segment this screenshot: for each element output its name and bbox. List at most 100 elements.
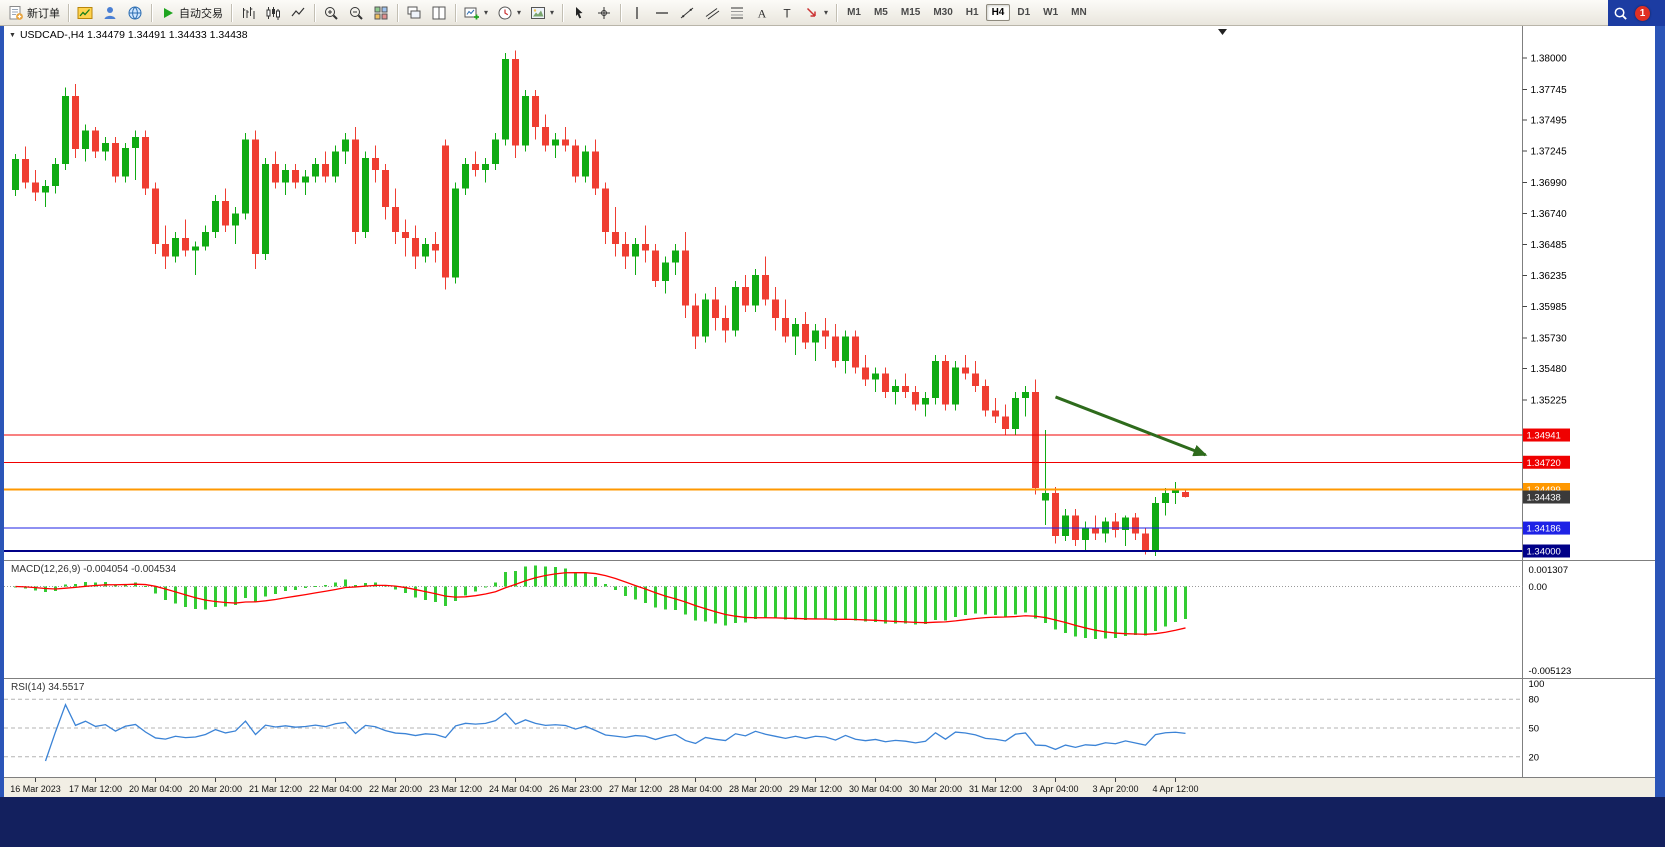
horizontal-price-lines[interactable] [4,434,1523,552]
price-scale[interactable]: 1.38000 1.37745 1.37495 1.37245 1.36990 1.367… [1522,54,1571,558]
zoom-in-button[interactable] [319,2,343,24]
candle-body [1122,517,1129,531]
candle-body [582,151,589,177]
macd-scale-label: 0.001307 [1529,565,1569,576]
timeframe-h4-button[interactable]: H4 [985,4,1011,21]
cursor-button[interactable] [567,2,591,24]
candle-body [72,96,79,150]
periods-button[interactable]: ▾ [493,2,525,24]
split-windows-button[interactable] [427,2,451,24]
arrows-button[interactable]: ▾ [800,2,832,24]
time-axis[interactable]: 16 Mar 2023 17 Mar 12:00 20 Mar 04:00 20 Ma… [10,778,1199,794]
price-label-box [1523,428,1570,442]
candle-body [992,410,999,417]
hline-icon [654,5,670,21]
candle-body [962,367,969,374]
candle-body [352,139,359,232]
dropdown-caret-icon: ▾ [824,8,829,17]
price-tick-label: 1.38000 [1531,54,1568,65]
time-axis-label: 22 Mar 04:00 [309,784,362,794]
time-axis-strip[interactable] [4,778,1655,797]
fibonacci-button[interactable] [725,2,749,24]
bar-chart-button[interactable] [236,2,260,24]
candle-body [712,299,719,319]
candle-body [1142,533,1149,553]
navigator-icon [127,5,143,21]
candle-body [462,163,469,189]
zoom-out-button[interactable] [344,2,368,24]
candle-body [862,367,869,380]
candle-body [892,385,899,393]
scroll-to-end-icon[interactable] [1218,29,1227,35]
candle-body [742,287,749,306]
wincascade-icon [406,5,422,21]
macd-signal-line [15,571,1186,635]
candle-body [332,151,339,177]
candle-body [662,262,669,282]
trend-icon [679,5,695,21]
candle-body [432,244,439,251]
candle-body [22,159,29,183]
chart-title: ▼ USDCAD-,H4 1.34479 1.34491 1.34433 1.3… [9,29,248,41]
search-icon[interactable] [1613,6,1628,21]
line-chart-button[interactable] [286,2,310,24]
trend-arrow[interactable] [1054,395,1208,457]
candle-body [762,274,769,300]
candle-body [532,96,539,128]
candle-body [912,392,919,405]
timeframe-m5-button[interactable]: M5 [873,7,888,18]
candle-body [1092,527,1099,534]
notification-badge[interactable]: 1 [1635,5,1650,21]
svg-text:A: A [758,6,767,20]
data-window-button[interactable] [98,2,122,24]
cascade-windows-button[interactable] [402,2,426,24]
price-tick-label: 1.35985 [1531,302,1568,313]
equidistant-channel-button[interactable] [700,2,724,24]
timeframe-d1-button[interactable]: D1 [1017,7,1031,18]
new-order-button[interactable]: 新订单 [4,2,64,24]
chart-collapse-icon[interactable]: ▼ [9,31,16,39]
candle-body [872,373,879,380]
vertical-line-button[interactable] [625,2,649,24]
templates-button[interactable]: ▾ [526,2,558,24]
timeframe-m15-button[interactable]: M15 [900,7,921,18]
price-label-box [1523,455,1570,469]
text-button[interactable]: A [750,2,774,24]
candle-body [922,398,929,405]
market-watch-button[interactable] [73,2,97,24]
candle-body [612,231,619,245]
autotrading-button[interactable]: 自动交易 [156,2,227,24]
candle-body [172,237,179,257]
candle-body [932,361,939,399]
candle-body [552,139,559,146]
tile-windows-button[interactable] [369,2,393,24]
panel-separators[interactable] [4,26,1655,778]
time-axis-label: 26 Mar 23:00 [549,784,602,794]
candle-body [842,336,849,362]
timeframe-m1-button[interactable]: M1 [847,7,861,18]
timeframe-mn-button[interactable]: MN [1071,7,1087,18]
candlestick-chart-button[interactable] [261,2,285,24]
time-axis-label: 28 Mar 20:00 [729,784,782,794]
chart-window: 1.38000 1.37745 1.37495 1.37245 1.36990 1.367… [4,26,1655,797]
candle-body [1032,392,1039,489]
crosshair-button[interactable] [592,2,616,24]
timeframe-w1-button[interactable]: W1 [1043,7,1059,18]
chart-canvas[interactable]: 1.38000 1.37745 1.37495 1.37245 1.36990 1.367… [4,26,1655,797]
zoomout-icon [348,5,364,21]
trendline-button[interactable] [675,2,699,24]
candle-body [162,244,169,257]
candle-body [812,330,819,343]
price-label-box [1523,544,1570,558]
rsi-scale-label: 20 [1529,752,1540,763]
horizontal-line-button[interactable] [650,2,674,24]
candle-body [772,299,779,319]
timeframe-h1-button[interactable]: H1 [965,7,979,18]
indicators-button[interactable]: ▾ [460,2,492,24]
text-label-button[interactable]: T [775,2,799,24]
navigator-button[interactable] [123,2,147,24]
timeframe-m30-button[interactable]: M30 [933,7,953,18]
candle-body [442,145,449,278]
time-axis-label: 21 Mar 12:00 [249,784,302,794]
candle-body [572,145,579,177]
